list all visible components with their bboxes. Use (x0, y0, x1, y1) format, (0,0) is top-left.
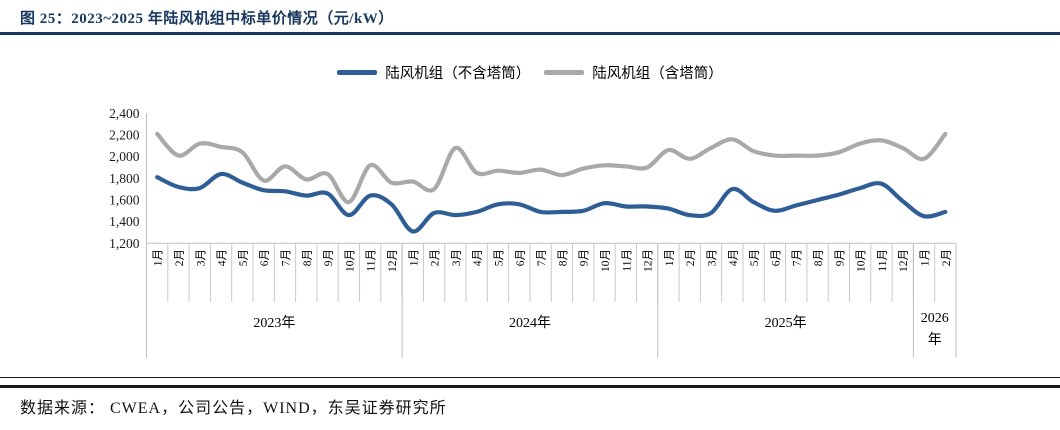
x-month-label: 2月 (685, 249, 697, 266)
y-tick-label: 1,200 (109, 236, 140, 251)
x-month-label: 7月 (536, 249, 548, 266)
x-month-label: 2月 (174, 249, 186, 266)
x-month-label: 3月 (195, 249, 207, 266)
x-month-label: 6月 (770, 249, 782, 266)
x-month-label: 11月 (877, 249, 889, 272)
legend-swatch-gray-icon (544, 70, 585, 75)
footer-rule-thin (0, 377, 1060, 378)
x-year-label: 2025年 (765, 315, 807, 331)
x-month-label: 1月 (664, 249, 676, 266)
x-month-label: 11月 (621, 249, 633, 272)
x-month-label: 1月 (408, 249, 420, 266)
x-month-label: 9月 (579, 249, 591, 266)
x-month-label: 4月 (472, 249, 484, 266)
y-tick-label: 2,400 (109, 106, 140, 121)
x-month-label: 9月 (834, 249, 846, 266)
y-tick-label: 1,400 (109, 214, 140, 229)
legend-item-excl-tower: 陆风机组（不含塔筒） (337, 62, 530, 83)
x-month-label: 10月 (856, 249, 868, 272)
x-month-label: 12月 (643, 249, 655, 272)
legend-label-incl-tower: 陆风机组（含塔筒） (592, 66, 723, 82)
figure-title: 图 25：2023~2025 年陆风机组中标单价情况（元/kW） (20, 11, 394, 27)
x-month-label: 5月 (238, 249, 250, 266)
x-month-label: 2月 (430, 249, 442, 266)
title-rule (0, 32, 1060, 35)
x-month-label: 4月 (728, 249, 740, 266)
y-tick-label: 2,000 (109, 149, 140, 164)
x-month-label: 1月 (920, 249, 932, 266)
legend-item-incl-tower: 陆风机组（含塔筒） (544, 62, 723, 83)
line-series-excl-tower (155, 171, 948, 234)
x-month-label: 10月 (600, 249, 612, 272)
y-tick-label: 1,800 (109, 171, 140, 186)
x-month-label: 8月 (557, 249, 569, 266)
line-series-incl-tower (155, 131, 948, 205)
legend-swatch-blue-icon (337, 70, 378, 75)
x-year-label: 2026 (921, 311, 949, 326)
x-month-label: 9月 (323, 249, 335, 266)
x-month-label: 11月 (366, 249, 378, 272)
x-month-label: 7月 (792, 249, 804, 266)
x-year-label: 年 (928, 332, 942, 348)
x-month-label: 12月 (898, 249, 910, 272)
y-tick-label: 2,200 (109, 127, 140, 142)
x-month-label: 10月 (344, 249, 356, 272)
x-year-label: 2024年 (509, 315, 551, 331)
x-month-label: 4月 (217, 249, 229, 266)
x-month-label: 12月 (387, 249, 399, 272)
x-month-label: 8月 (813, 249, 825, 266)
x-month-label: 6月 (259, 249, 271, 266)
x-month-label: 6月 (515, 249, 527, 266)
x-month-label: 8月 (302, 249, 314, 266)
chart-legend: 陆风机组（不含塔筒） 陆风机组（含塔筒） (0, 62, 1060, 83)
x-month-label: 3月 (451, 249, 463, 266)
x-month-label: 2月 (941, 249, 953, 266)
x-month-label: 5月 (749, 249, 761, 266)
x-month-label: 5月 (493, 249, 505, 266)
footer-rule-thick (0, 385, 1060, 388)
x-month-label: 1月 (153, 249, 165, 266)
x-month-label: 3月 (707, 249, 719, 266)
x-year-label: 2023年 (253, 315, 295, 331)
legend-label-excl-tower: 陆风机组（不含塔筒） (385, 66, 531, 82)
y-tick-label: 1,600 (109, 192, 140, 207)
x-month-label: 7月 (280, 249, 292, 266)
data-source-note: 数据来源： CWEA，公司公告，WIND，东吴证券研究所 (20, 400, 447, 417)
